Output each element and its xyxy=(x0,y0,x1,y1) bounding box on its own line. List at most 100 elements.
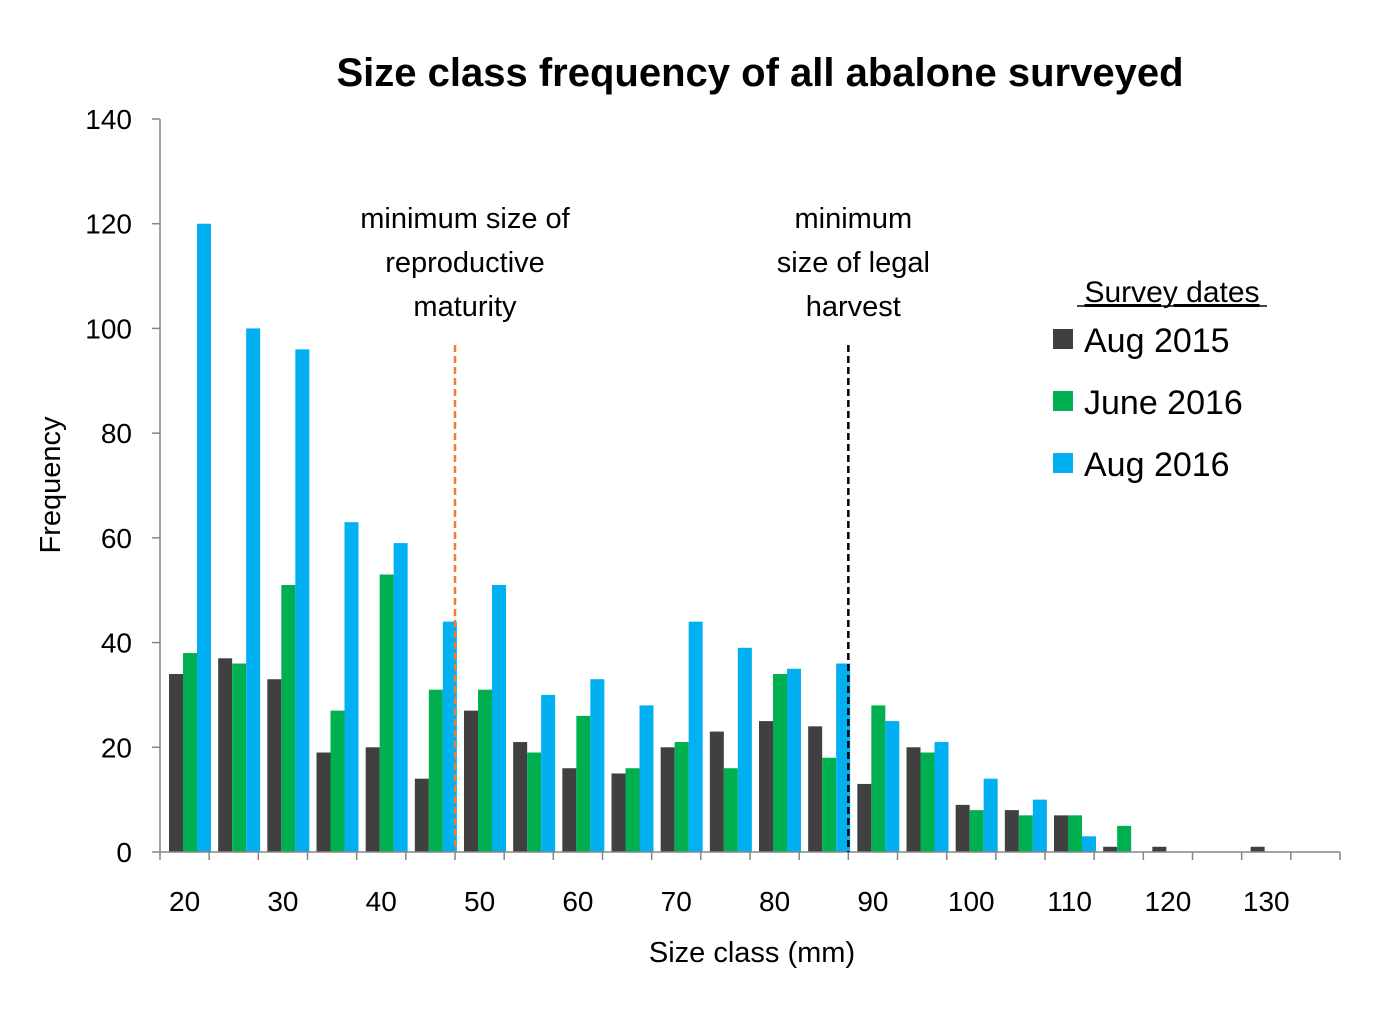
bar-june-2016-90 xyxy=(871,705,886,852)
y-tick-label: 100 xyxy=(85,313,132,344)
bar-aug-2015-95 xyxy=(906,747,921,852)
bar-june-2016-35 xyxy=(330,710,345,852)
bar-aug-2015-40 xyxy=(365,747,380,852)
bar-aug-2016-65 xyxy=(639,705,654,852)
reference-line-label: reproductive xyxy=(385,247,545,279)
x-tick-label: 30 xyxy=(267,886,298,917)
bar-june-2016-40 xyxy=(379,574,394,852)
bar-aug-2016-50 xyxy=(492,584,506,852)
bar-june-2016-95 xyxy=(920,752,935,852)
bar-aug-2016-60 xyxy=(590,679,605,852)
bar-aug-2016-95 xyxy=(934,742,949,852)
reference-line-label: minimum xyxy=(795,203,913,235)
bar-june-2016-60 xyxy=(576,715,591,852)
x-tick-label: 110 xyxy=(1047,886,1092,917)
x-tick-label: 70 xyxy=(661,886,692,917)
y-tick-label: 20 xyxy=(101,732,132,763)
bar-june-2016-70 xyxy=(674,742,689,852)
legend-entry: June 2016 xyxy=(1084,384,1243,422)
legend-entry: Aug 2015 xyxy=(1084,322,1230,360)
bar-june-2016-65 xyxy=(625,768,640,852)
chart-title: Size class frequency of all abalone surv… xyxy=(336,51,1183,95)
bars-layer xyxy=(169,223,1265,852)
y-tick-label: 120 xyxy=(85,209,132,240)
y-tick-label: 140 xyxy=(85,104,132,135)
bar-aug-2015-30 xyxy=(267,679,282,852)
y-tick-label: 40 xyxy=(101,628,132,659)
bar-aug-2015-35 xyxy=(316,752,331,852)
x-tick-label: 80 xyxy=(759,886,790,917)
x-tick-label: 40 xyxy=(366,886,397,917)
axes-layer: 0 20 40 60 80 100 120 140 20 30 40 50 60 70 80 90 100 110… xyxy=(85,104,1341,917)
bar-aug-2016-20 xyxy=(197,223,211,852)
bar-aug-2016-30 xyxy=(295,349,310,852)
legend-swatch xyxy=(1053,453,1073,473)
x-tick-label: 20 xyxy=(169,886,200,917)
bar-aug-2015-65 xyxy=(611,773,626,852)
bar-aug-2015-85 xyxy=(808,726,823,852)
bar-june-2016-20 xyxy=(183,653,197,852)
x-tick-label: 60 xyxy=(562,886,593,917)
reference-line-label: maturity xyxy=(413,291,517,323)
bar-june-2016-75 xyxy=(723,768,738,852)
x-tick-label: 130 xyxy=(1243,886,1290,917)
bar-june-2016-30 xyxy=(281,584,296,852)
bar-june-2016-25 xyxy=(232,663,247,852)
bar-aug-2016-75 xyxy=(737,647,752,852)
legend-swatch xyxy=(1053,391,1073,411)
bar-aug-2016-70 xyxy=(688,621,703,852)
bar-june-2016-100 xyxy=(969,810,984,852)
reference-line-label: size of legal xyxy=(777,247,930,279)
bar-aug-2016-45 xyxy=(442,621,457,852)
legend-swatch xyxy=(1053,329,1073,349)
bar-aug-2015-20 xyxy=(169,673,183,852)
bar-aug-2015-80 xyxy=(759,721,773,852)
bar-june-2016-55 xyxy=(527,752,542,852)
bar-june-2016-80 xyxy=(773,673,787,852)
bar-june-2016-45 xyxy=(428,689,443,852)
bar-aug-2015-120 xyxy=(1152,846,1167,852)
bar-aug-2015-25 xyxy=(218,658,233,852)
reference-line-label: minimum size of xyxy=(360,203,570,235)
bar-june-2016-110 xyxy=(1068,815,1082,852)
bar-june-2016-50 xyxy=(478,689,492,852)
bar-aug-2016-35 xyxy=(344,522,359,852)
y-axis-label: Frequency xyxy=(35,416,67,554)
reference-line-label: harvest xyxy=(806,291,901,323)
bar-aug-2015-75 xyxy=(709,731,724,852)
bar-aug-2016-40 xyxy=(393,543,408,852)
bar-aug-2016-55 xyxy=(541,694,556,852)
bar-aug-2016-100 xyxy=(983,778,998,852)
bar-june-2016-105 xyxy=(1018,815,1033,852)
y-tick-label: 0 xyxy=(116,837,132,868)
x-tick-label: 100 xyxy=(948,886,995,917)
legend-title: Survey dates xyxy=(1084,276,1259,309)
bar-aug-2015-130 xyxy=(1250,846,1265,852)
y-tick-label: 80 xyxy=(101,418,132,449)
bar-aug-2015-50 xyxy=(464,710,478,852)
bar-aug-2016-90 xyxy=(885,721,900,852)
bar-june-2016-85 xyxy=(822,757,837,852)
x-tick-label: 50 xyxy=(464,886,495,917)
bar-june-2016-115 xyxy=(1117,825,1132,852)
y-tick-label: 60 xyxy=(101,523,132,554)
bar-aug-2016-85 xyxy=(836,663,851,852)
legend: Survey dates Aug 2015 June 2016 Aug 2016 xyxy=(1053,276,1267,484)
bar-aug-2016-80 xyxy=(787,668,801,852)
bar-aug-2015-115 xyxy=(1103,846,1118,852)
bar-aug-2015-110 xyxy=(1054,815,1068,852)
x-axis-label: Size class (mm) xyxy=(649,937,855,969)
bar-aug-2016-105 xyxy=(1032,799,1047,852)
legend-entry: Aug 2016 xyxy=(1084,446,1230,484)
bar-aug-2015-105 xyxy=(1004,810,1019,852)
bar-aug-2015-60 xyxy=(562,768,577,852)
bar-aug-2016-25 xyxy=(246,328,261,852)
bar-aug-2015-100 xyxy=(955,804,970,852)
bar-aug-2016-110 xyxy=(1082,836,1096,852)
bar-aug-2015-55 xyxy=(513,742,528,852)
x-tick-label: 120 xyxy=(1145,886,1192,917)
reference-lines-layer: minimum size of reproductive maturity minim… xyxy=(360,203,930,852)
bar-aug-2015-45 xyxy=(414,778,429,852)
